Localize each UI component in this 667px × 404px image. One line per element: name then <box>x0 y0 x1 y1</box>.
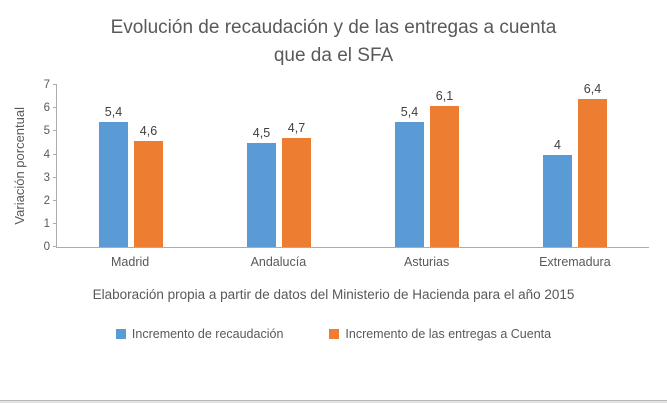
bar <box>430 105 459 248</box>
bar-data-label: 4,6 <box>139 123 158 138</box>
plot-column: 5,4 4,6 4,5 4,7 5,4 6,1 4 6,4 Madrid Andalucía As… <box>53 81 649 269</box>
y-tick-label: 3 <box>43 171 50 184</box>
y-axis: 0 1 2 3 4 5 6 7 <box>30 79 56 253</box>
y-tick-label: 1 <box>43 217 50 230</box>
y-axis-title-box: Variación porcentual <box>8 85 30 247</box>
y-tick-label: 0 <box>43 241 50 254</box>
y-tick-label: 6 <box>43 102 50 115</box>
y-tick-mark <box>53 153 57 155</box>
y-tick-label: 7 <box>43 79 50 92</box>
bar-data-label: 4 <box>554 137 561 152</box>
y-tick-label: 2 <box>43 194 50 207</box>
legend: Incremento de recaudación Incremento de l… <box>0 327 667 341</box>
bar-wrap: 4,5 <box>247 125 276 248</box>
bar-wrap: 4,7 <box>282 121 311 248</box>
bar-group: 5,4 4,6 <box>57 85 205 248</box>
legend-label: Incremento de recaudación <box>131 327 284 342</box>
bar-group: 4 6,4 <box>501 81 649 248</box>
y-tick-mark <box>53 84 57 86</box>
x-category-label: Andalucía <box>250 255 307 270</box>
x-category-label: Madrid <box>111 255 150 270</box>
bar-data-label: 4,7 <box>287 121 306 136</box>
bar-wrap: 4,6 <box>134 123 163 248</box>
bar <box>99 122 128 248</box>
bar <box>395 122 424 248</box>
legend-label: Incremento de las entregas a Cuenta <box>345 327 552 342</box>
bar-group: 5,4 6,1 <box>353 85 501 248</box>
bar-wrap: 6,1 <box>430 88 459 248</box>
plot-area: 5,4 4,6 4,5 4,7 5,4 6,1 4 6,4 <box>53 81 649 249</box>
bottom-divider <box>0 400 667 403</box>
bar-groups: 5,4 4,6 4,5 4,7 5,4 6,1 4 6,4 <box>57 81 649 248</box>
source-caption: Elaboración propia a partir de datos del… <box>92 287 575 303</box>
y-tick-mark <box>53 246 57 248</box>
y-axis-title: Variación porcentual <box>11 107 27 225</box>
bar-data-label: 5,4 <box>400 105 419 120</box>
y-tick-mark <box>53 222 57 224</box>
x-axis-category-labels: Madrid Andalucía Asturias Extremadura <box>56 255 649 269</box>
bar-wrap: 5,4 <box>395 105 424 248</box>
bar-wrap: 4 <box>543 138 572 248</box>
bar-data-label: 6,1 <box>435 88 454 103</box>
bar <box>578 98 607 248</box>
x-category-label: Extremadura <box>539 255 611 270</box>
bar <box>282 138 311 248</box>
y-tick-mark <box>53 130 57 132</box>
bar-group: 4,5 4,7 <box>205 85 353 248</box>
bar-data-label: 5,4 <box>104 105 123 120</box>
y-tick-label: 4 <box>43 148 50 161</box>
x-category-label: Asturias <box>404 255 450 270</box>
legend-item: Incremento de las entregas a Cuenta <box>329 327 551 341</box>
bar-wrap: 6,4 <box>578 81 607 248</box>
y-tick-label: 5 <box>43 125 50 138</box>
legend-item: Incremento de recaudación <box>115 327 284 342</box>
y-tick-mark <box>53 107 57 109</box>
bar <box>543 154 572 248</box>
bar <box>134 140 163 248</box>
legend-swatch-icon <box>329 329 340 340</box>
y-tick-mark <box>53 176 57 178</box>
legend-swatch-icon <box>115 329 126 340</box>
bar-wrap: 5,4 <box>99 105 128 248</box>
chart-title: Evolución de recaudación y de las entreg… <box>110 17 557 66</box>
bar-data-label: 6,4 <box>583 81 602 96</box>
bar <box>247 142 276 248</box>
y-tick-mark <box>53 199 57 201</box>
bar-data-label: 4,5 <box>252 125 271 140</box>
